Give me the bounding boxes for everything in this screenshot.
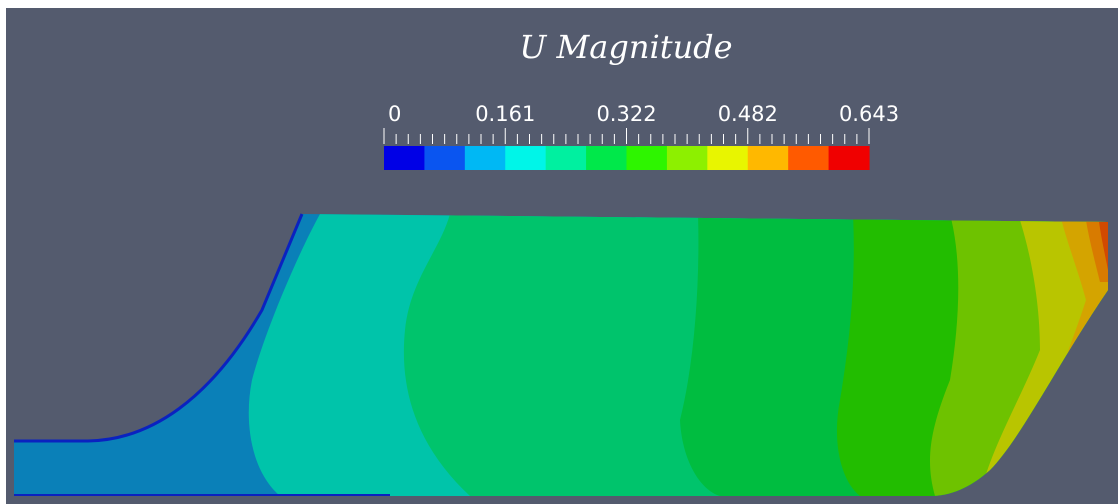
- wall-boundary-layer: [14, 213, 304, 443]
- legend-swatch: [788, 146, 830, 170]
- legend-tick-label: 0.322: [596, 102, 656, 126]
- legend-swatch: [424, 146, 466, 170]
- legend-swatch: [747, 146, 789, 170]
- legend-swatch: [586, 146, 628, 170]
- legend-swatch: [464, 146, 506, 170]
- legend-title: U Magnitude: [519, 28, 732, 66]
- legend-swatch: [828, 146, 870, 170]
- legend-swatch: [505, 146, 547, 170]
- legend-swatch-bar: [384, 146, 870, 170]
- flow-domain: [14, 214, 1108, 496]
- legend-swatch: [384, 146, 426, 170]
- legend-swatch: [626, 146, 668, 170]
- legend-tick-labels: 0 0.161 0.322 0.482 0.643: [388, 102, 899, 126]
- legend-tick-label: 0: [388, 102, 401, 126]
- legend-tick-label: 0.482: [718, 102, 778, 126]
- legend-swatch: [666, 146, 708, 170]
- color-legend: U Magnitude 0 0.161 0.322 0.482 0.643: [383, 28, 899, 170]
- legend-tick-label: 0.161: [475, 102, 535, 126]
- legend-swatch: [545, 146, 587, 170]
- legend-ticks: [383, 128, 870, 144]
- legend-tick-label: 0.643: [839, 102, 899, 126]
- legend-swatch: [707, 146, 749, 170]
